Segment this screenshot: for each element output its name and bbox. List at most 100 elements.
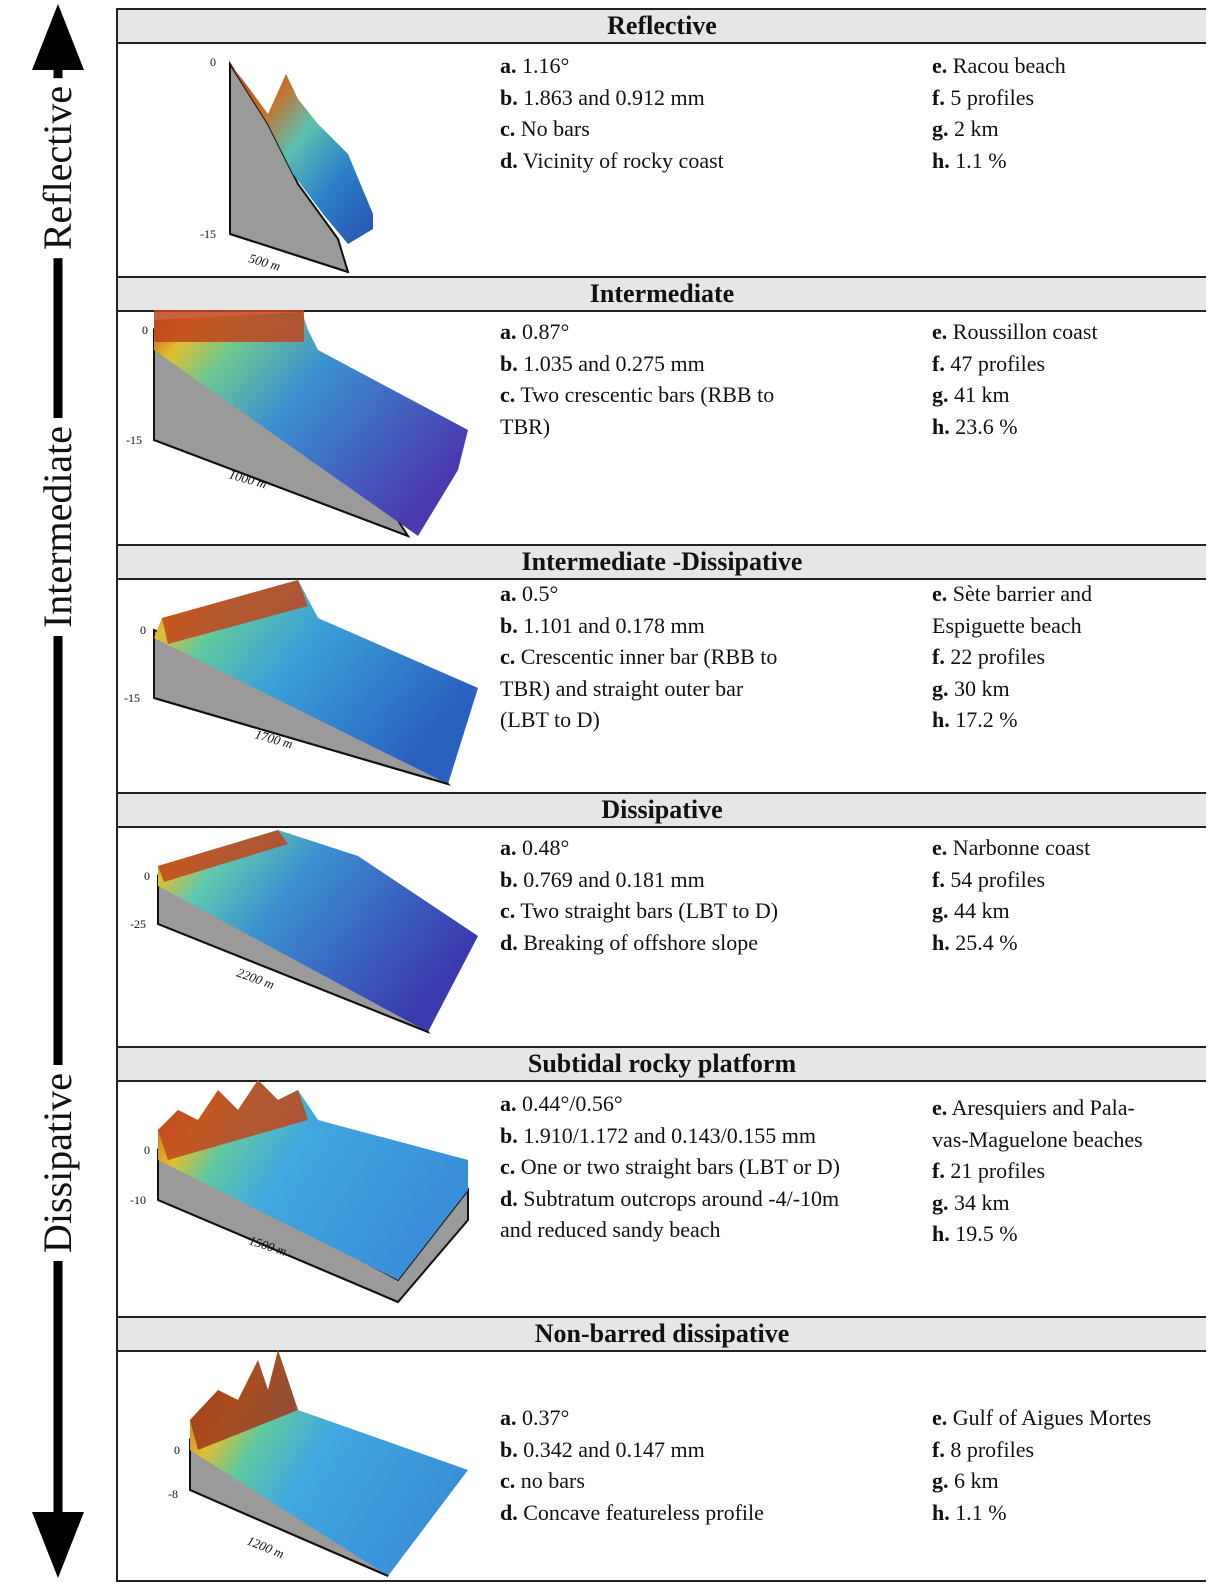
section-subtidal-rocky-platform: Subtidal rocky platform 0 xyxy=(118,1046,1206,1316)
depth-top-label: 0 xyxy=(144,1143,150,1157)
attribute-a: a. 0.5° xyxy=(500,581,559,606)
section-title: Intermediate -Dissipative xyxy=(118,544,1206,580)
attribute-e: e. Roussillon coast xyxy=(932,319,1098,344)
axis-label-reflective: Reflective xyxy=(35,77,80,259)
depth-bottom-label: -15 xyxy=(124,691,140,705)
section-title: Non-barred dissipative xyxy=(118,1316,1206,1352)
attribute-c-continued: (LBT to D) xyxy=(500,707,600,732)
bathymetry-3d-model: 0 -10 1500 m xyxy=(118,1080,488,1316)
attributes-column-left: a. 0.48° b. 0.769 and 0.181 mm c. Two st… xyxy=(500,832,920,958)
attribute-c: c. no bars xyxy=(500,1468,585,1493)
bathymetry-3d-model: 0 -25 2200 m xyxy=(118,826,488,1046)
attribute-f: f. 8 profiles xyxy=(932,1436,1035,1462)
section-intermediate: Intermediate 0 -15 xyxy=(118,276,1206,544)
attribute-d: d. Subtratum outcrops around -4/-10m xyxy=(500,1185,840,1211)
attribute-d: d. Breaking of offshore slope xyxy=(500,929,759,955)
axis-arrow xyxy=(32,4,84,1578)
attributes-column-right: e. Roussillon coast f. 47 profiles g. 41… xyxy=(932,316,1208,442)
attribute-e: e. Gulf of Aigues Mortes xyxy=(932,1405,1152,1430)
attribute-d-continued: and reduced sandy beach xyxy=(500,1217,721,1242)
attribute-b: b. 0.342 and 0.147 mm xyxy=(500,1436,705,1462)
attribute-e: e. Sète barrier and xyxy=(932,581,1093,606)
section-title: Reflective xyxy=(118,10,1206,44)
attribute-h: h. 1.1 % xyxy=(932,1499,1007,1525)
section-non-barred-dissipative: Non-barred dissipative 0 xyxy=(118,1316,1206,1584)
attribute-a: a. 0.87° xyxy=(500,319,570,344)
attribute-b: b. 1.863 and 0.912 mm xyxy=(500,84,705,110)
depth-top-label: 0 xyxy=(174,1443,180,1457)
distance-label: 500 m xyxy=(247,250,282,273)
section-reflective: Reflective 0 -15 xyxy=(118,10,1206,276)
attribute-g: g. 6 km xyxy=(932,1468,999,1493)
depth-bottom-label: -8 xyxy=(168,1487,178,1501)
attributes-column-left: a. 0.5° b. 1.101 and 0.178 mm c. Crescen… xyxy=(500,578,920,736)
morphodynamic-axis: Reflective Intermediate Dissipative xyxy=(0,0,116,1582)
attribute-f: f. 5 profiles xyxy=(932,84,1035,110)
depth-bottom-label: -10 xyxy=(130,1193,146,1207)
attribute-c: c. Two straight bars (LBT to D) xyxy=(500,898,779,923)
attribute-g: g. 30 km xyxy=(932,675,1010,701)
section-intermediate-dissipative: Intermediate -Dissipative 0 xyxy=(118,544,1206,792)
attribute-e: e. Aresquiers and Pala- xyxy=(932,1095,1135,1120)
bathymetry-3d-model: 0 -15 1000 m xyxy=(118,310,488,544)
section-title: Dissipative xyxy=(118,792,1206,828)
attribute-a: a. 0.44°/0.56° xyxy=(500,1091,623,1116)
beach-classification-table: Reflective 0 -15 xyxy=(116,8,1206,1582)
attribute-c-continued: TBR) and straight outer bar xyxy=(500,675,744,701)
attribute-g: g. 44 km xyxy=(932,898,1010,923)
attribute-e-continued: Espiguette beach xyxy=(932,612,1082,638)
attributes-column-right: e. Narbonne coast f. 54 profiles g. 44 k… xyxy=(932,832,1208,958)
attributes-column-left: a. 0.44°/0.56° b. 1.910/1.172 and 0.143/… xyxy=(500,1088,920,1246)
attribute-e: e. Narbonne coast xyxy=(932,835,1091,860)
attributes-column-left: a. 0.87° b. 1.035 and 0.275 mm c. Two cr… xyxy=(500,316,920,442)
section-dissipative: Dissipative 0 -25 xyxy=(118,792,1206,1046)
attribute-f: f. 22 profiles xyxy=(932,644,1046,669)
attribute-f: f. 21 profiles xyxy=(932,1158,1046,1183)
attribute-g: g. 2 km xyxy=(932,116,999,141)
attribute-h: h. 17.2 % xyxy=(932,707,1018,732)
attribute-f: f. 54 profiles xyxy=(932,866,1046,892)
attribute-b: b. 1.035 and 0.275 mm xyxy=(500,350,705,376)
attribute-c: c. Two crescentic bars (RBB to xyxy=(500,382,775,407)
attribute-d: d. Vicinity of rocky coast xyxy=(500,147,724,173)
attribute-h: h. 19.5 % xyxy=(932,1221,1018,1246)
attribute-a: a. 0.48° xyxy=(500,835,570,860)
arrow-down-icon xyxy=(32,1512,84,1578)
attributes-column-right: e. Racou beach f. 5 profiles g. 2 km h. … xyxy=(932,50,1208,176)
attribute-c-continued: TBR) xyxy=(500,413,551,439)
axis-label-dissipative: Dissipative xyxy=(35,1065,80,1261)
distance-label: 1200 m xyxy=(245,1533,286,1561)
attribute-f: f. 47 profiles xyxy=(932,350,1046,376)
attributes-column-right: e. Sète barrier and Espiguette beach f. … xyxy=(932,578,1208,736)
bathymetry-3d-model: 0 -8 1200 m xyxy=(118,1350,488,1584)
attribute-e-continued: vas-Maguelone beaches xyxy=(932,1126,1143,1152)
attribute-c: c. Crescentic inner bar (RBB to xyxy=(500,644,778,669)
depth-top-label: 0 xyxy=(142,323,148,337)
attribute-h: h. 25.4 % xyxy=(932,929,1018,955)
attribute-c: c. One or two straight bars (LBT or D) xyxy=(500,1154,840,1179)
attributes-column-left: a. 1.16° b. 1.863 and 0.912 mm c. No bar… xyxy=(500,50,920,176)
attribute-h: h. 23.6 % xyxy=(932,413,1018,439)
attributes-column-left: a. 0.37° b. 0.342 and 0.147 mm c. no bar… xyxy=(500,1402,920,1528)
depth-bottom-label: -15 xyxy=(200,227,216,241)
depth-top-label: 0 xyxy=(140,623,146,637)
attribute-h: h. 1.1 % xyxy=(932,147,1007,173)
attribute-a: a. 1.16° xyxy=(500,53,570,78)
attribute-d: d. Concave featureless profile xyxy=(500,1499,764,1525)
attribute-g: g. 34 km xyxy=(932,1189,1010,1215)
section-title: Subtidal rocky platform xyxy=(118,1046,1206,1082)
attribute-g: g. 41 km xyxy=(932,382,1010,407)
arrow-up-icon xyxy=(32,4,84,70)
section-title: Intermediate xyxy=(118,276,1206,312)
attribute-a: a. 0.37° xyxy=(500,1405,570,1430)
depth-bottom-label: -15 xyxy=(126,433,142,447)
attribute-e: e. Racou beach xyxy=(932,53,1066,78)
attribute-b: b. 1.101 and 0.178 mm xyxy=(500,612,705,638)
bathymetry-3d-model: 0 -15 500 m xyxy=(118,44,488,276)
depth-top-label: 0 xyxy=(210,55,216,69)
axis-label-intermediate: Intermediate xyxy=(35,417,80,637)
depth-bottom-label: -25 xyxy=(130,917,146,931)
attribute-b: b. 0.769 and 0.181 mm xyxy=(500,866,705,892)
attributes-column-right: e. Aresquiers and Pala- vas-Maguelone be… xyxy=(932,1092,1208,1250)
attributes-column-right: e. Gulf of Aigues Mortes f. 8 profiles g… xyxy=(932,1402,1208,1528)
